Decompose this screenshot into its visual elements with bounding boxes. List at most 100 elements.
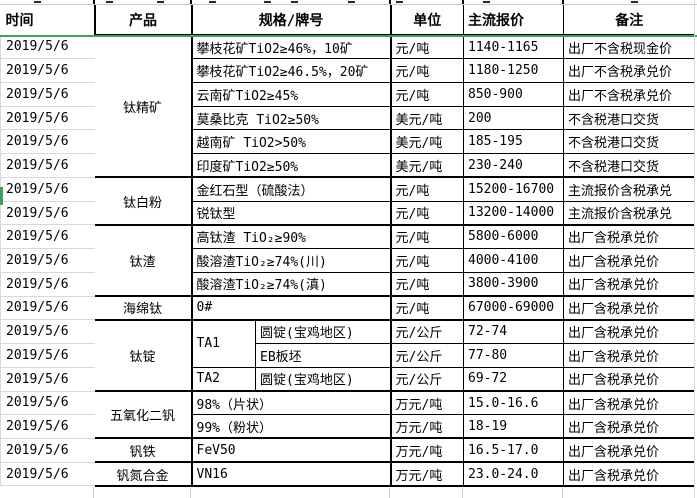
cell-unit[interactable]: 元/吨: [390, 272, 464, 297]
cell-note[interactable]: 出厂含税承兑价: [563, 248, 695, 273]
cell-date[interactable]: 2019/5/6: [0, 35, 95, 60]
cell-unit[interactable]: 元/公斤: [390, 343, 464, 368]
cell-note[interactable]: 出厂含税承兑价: [563, 437, 695, 463]
cell-date[interactable]: 2019/5/6: [0, 414, 95, 439]
cell-date[interactable]: 2019/5/6: [0, 438, 95, 463]
cell-note[interactable]: 出厂含税承兑价: [563, 414, 695, 439]
cell-date[interactable]: 2019/5/6: [0, 58, 95, 83]
header-product[interactable]: 产品: [94, 5, 193, 35]
cell-unit[interactable]: 美元/吨: [390, 153, 464, 178]
cell-date[interactable]: 2019/5/6: [0, 343, 95, 368]
cell-spec[interactable]: 金红石型（硫酸法）: [191, 176, 392, 202]
cell-unit[interactable]: 元/公斤: [390, 367, 464, 392]
cell-spec[interactable]: 攀枝花矿TiO2≥46%，10矿: [191, 34, 392, 60]
cell-price[interactable]: 69-72: [463, 367, 564, 392]
cell-date[interactable]: 2019/5/6: [0, 391, 95, 416]
cell-unit[interactable]: 万元/吨: [390, 414, 464, 439]
cell-spec[interactable]: 99%（粉状）: [191, 414, 392, 439]
cell-spec[interactable]: 酸溶渣TiO₂≥74%(川): [191, 248, 392, 273]
cell-unit[interactable]: 元/吨: [390, 82, 464, 107]
cell-product-group[interactable]: 五氧化二钒: [94, 390, 193, 439]
cell-date[interactable]: 2019/5/6: [0, 129, 95, 155]
header-price[interactable]: 主流报价: [463, 5, 564, 35]
cell-product-group[interactable]: 钒氮合金: [94, 461, 193, 487]
cell-product-group[interactable]: 钒铁: [94, 437, 193, 463]
cell-note[interactable]: 出厂不含税现金价: [563, 34, 695, 60]
cell-unit[interactable]: 元/吨: [390, 176, 464, 202]
cell-price[interactable]: 15200-16700: [463, 176, 564, 202]
cell-price[interactable]: 3800-3900: [463, 272, 564, 297]
cell-spec-grade[interactable]: TA1: [191, 318, 256, 368]
cell-note[interactable]: 主流报价含税承兑: [563, 176, 695, 202]
cell-unit[interactable]: 元/吨: [390, 248, 464, 273]
cell-note[interactable]: 出厂含税承兑价: [563, 390, 695, 416]
cell-note[interactable]: 出厂含税承兑价: [563, 223, 695, 250]
cell-date[interactable]: 2019/5/6: [0, 296, 95, 321]
cell-date[interactable]: 2019/5/6: [0, 82, 95, 107]
cell-note[interactable]: 出厂含税承兑价: [563, 272, 695, 297]
cell-date[interactable]: 2019/5/6: [0, 462, 95, 487]
cell-price[interactable]: 18-19: [463, 414, 564, 439]
cell-unit[interactable]: 美元/吨: [390, 129, 464, 155]
cell-price[interactable]: 23.0-24.0: [463, 461, 564, 487]
cell-price[interactable]: 230-240: [463, 153, 564, 178]
cell-note[interactable]: 出厂含税承兑价: [563, 318, 695, 345]
cell-note[interactable]: 不含税港口交货: [563, 129, 695, 155]
cell-price[interactable]: 4000-4100: [463, 248, 564, 273]
cell-spec-form[interactable]: 圆锭(宝鸡地区): [255, 318, 392, 345]
cell-note[interactable]: 出厂含税承兑价: [563, 343, 695, 368]
cell-product-group[interactable]: 钛锭: [94, 318, 193, 392]
cell-spec[interactable]: 高钛渣 TiO₂≥90%: [191, 223, 392, 250]
cell-product-group[interactable]: 钛精矿: [94, 33, 193, 178]
cell-price[interactable]: 67000-69000: [463, 295, 564, 321]
cell-note[interactable]: 出厂含税承兑价: [563, 461, 695, 487]
cell-price[interactable]: 77-80: [463, 343, 564, 368]
cell-unit[interactable]: 元/吨: [390, 201, 464, 226]
header-spec[interactable]: 规格/牌号: [191, 5, 392, 35]
cell-unit[interactable]: 元/吨: [390, 58, 464, 83]
cell-date[interactable]: 2019/5/6: [0, 201, 95, 226]
header-note[interactable]: 备注: [615, 12, 644, 29]
cell-date[interactable]: 2019/5/6: [0, 153, 95, 178]
cell-unit[interactable]: 元/公斤: [390, 318, 464, 345]
cell-date[interactable]: 2019/5/6: [0, 319, 95, 345]
cell-unit[interactable]: 美元/吨: [390, 106, 464, 131]
cell-spec[interactable]: 印度矿TiO2≥50%: [191, 153, 392, 178]
cell-unit[interactable]: 元/吨: [390, 34, 464, 60]
cell-price[interactable]: 5800-6000: [463, 223, 564, 250]
cell-price[interactable]: 13200-14000: [463, 201, 564, 226]
cell-unit[interactable]: 元/吨: [390, 295, 464, 321]
cell-spec[interactable]: 攀枝花矿TiO2≥46.5%，20矿: [191, 58, 392, 83]
cell-note[interactable]: 主流报价含税承兑: [563, 201, 695, 226]
cell-spec[interactable]: 云南矿TiO2≥45%: [191, 82, 392, 107]
cell-unit[interactable]: 万元/吨: [390, 437, 464, 463]
cell-price[interactable]: 185-195: [463, 129, 564, 155]
header-time[interactable]: 时间: [0, 5, 96, 35]
cell-price[interactable]: 1140-1165: [463, 34, 564, 60]
cell-spec[interactable]: 0#: [191, 295, 392, 321]
cell-note[interactable]: 出厂不含税承兑价: [563, 82, 695, 107]
cell-price[interactable]: 16.5-17.0: [463, 437, 564, 463]
cell-price[interactable]: 200: [463, 106, 564, 131]
cell-spec[interactable]: 98%（片状）: [191, 390, 392, 416]
cell-product-group[interactable]: 钛渣: [94, 223, 193, 297]
cell-note[interactable]: 出厂不含税承兑价: [563, 58, 695, 83]
header-unit[interactable]: 单位: [390, 5, 464, 35]
cell-date[interactable]: 2019/5/6: [0, 272, 95, 297]
cell-spec[interactable]: 酸溶渣TiO₂≥74%(滇): [191, 272, 392, 297]
cell-spec[interactable]: FeV50: [191, 437, 392, 463]
cell-spec[interactable]: 越南矿 TiO2>50%: [191, 129, 392, 155]
cell-unit[interactable]: 万元/吨: [390, 390, 464, 416]
cell-date[interactable]: 2019/5/6: [0, 106, 95, 131]
cell-unit[interactable]: 万元/吨: [390, 461, 464, 487]
cell-note[interactable]: 出厂含税承兑价: [563, 367, 695, 392]
cell-spec-form[interactable]: 圆锭(宝鸡地区): [255, 367, 392, 392]
cell-date[interactable]: 2019/5/6: [0, 248, 95, 273]
cell-price[interactable]: 15.0-16.6: [463, 390, 564, 416]
cell-note[interactable]: 不含税港口交货: [563, 153, 695, 178]
cell-price[interactable]: 1180-1250: [463, 58, 564, 83]
cell-price[interactable]: 850-900: [463, 82, 564, 107]
cell-spec[interactable]: VN16: [191, 461, 392, 487]
cell-spec[interactable]: 锐钛型: [191, 201, 392, 226]
cell-spec[interactable]: 莫桑比克 TiO2≥50%: [191, 106, 392, 131]
